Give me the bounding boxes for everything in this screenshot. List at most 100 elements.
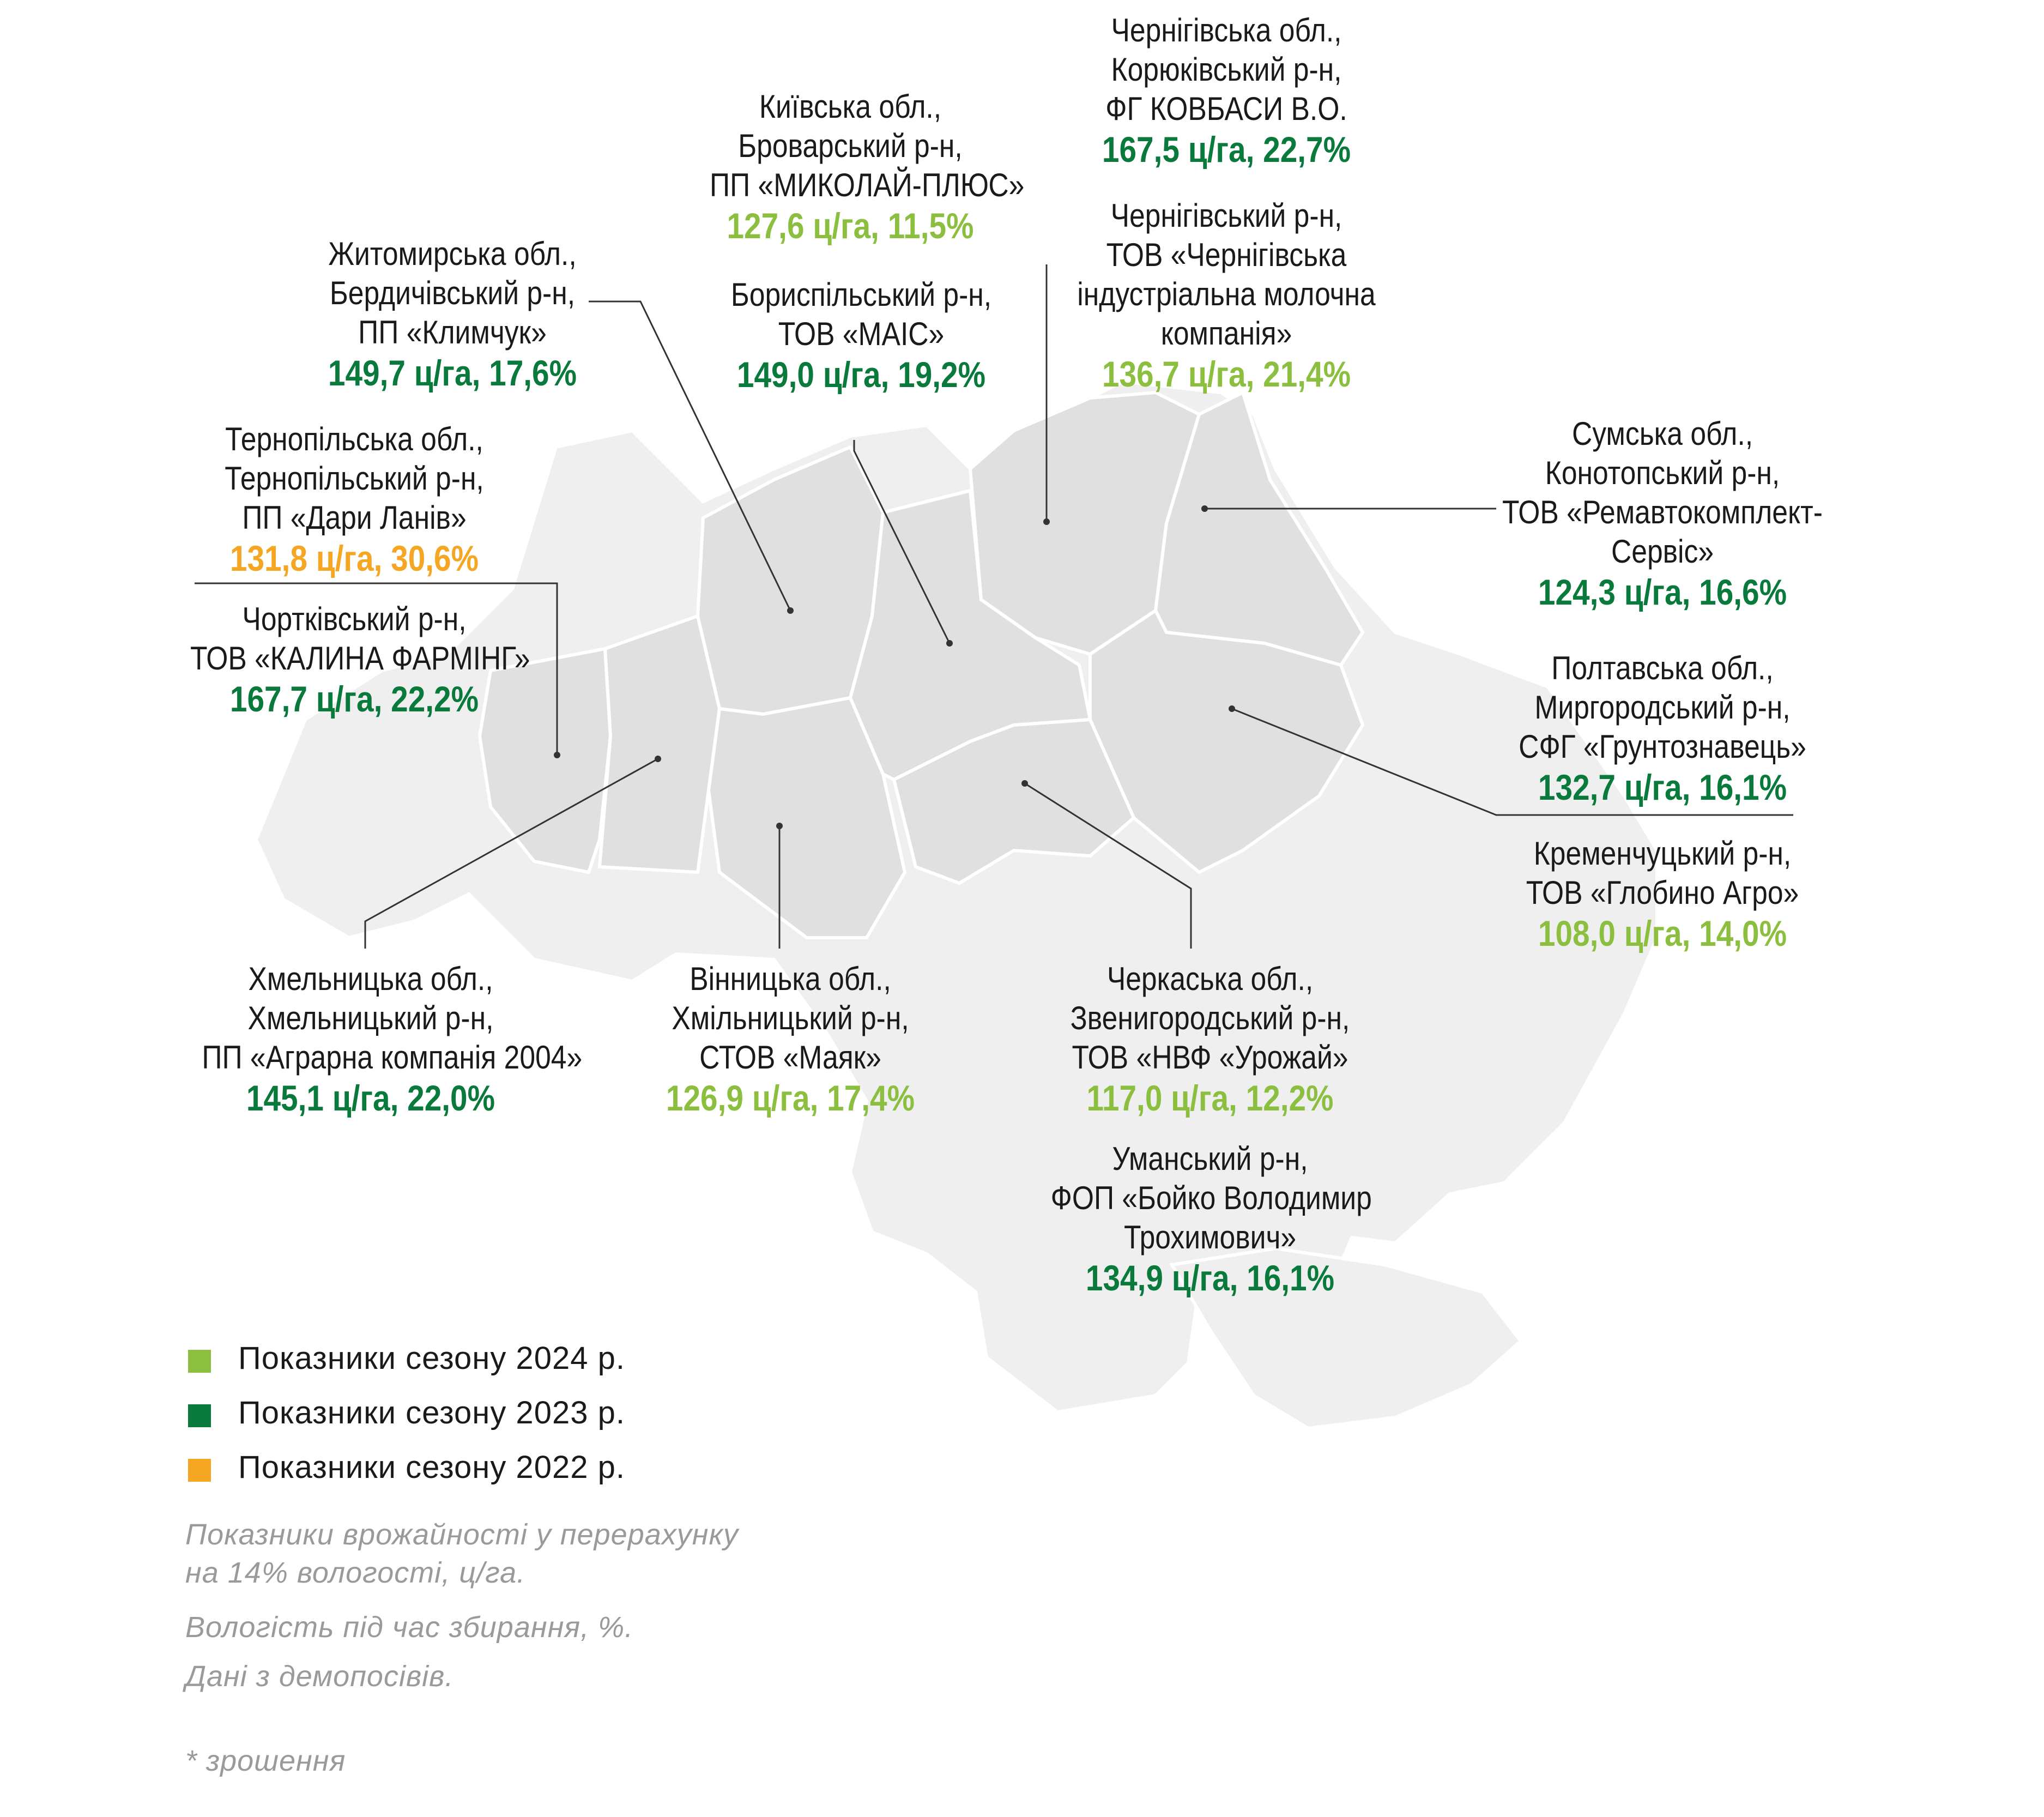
leader-line [853,440,951,644]
callout-line: ТОВ «КАЛИНА ФАРМІНГ» [190,640,530,677]
callout-line: ПП «МИКОЛАЙ-ПЛЮС» [710,167,1025,203]
leader-line [1024,782,1192,949]
legend-label-2022: Показники сезону 2022 р. [238,1450,625,1485]
location-marker [1021,780,1028,787]
location-marker [655,756,661,762]
note-yield-basis-2: на 14% вологості, ц/га. [185,1556,526,1589]
location-marker [787,607,794,614]
callout-yield-value: 136,7 ц/га, 21,4% [1102,354,1351,394]
leader-line [195,582,558,755]
callout-line: Житомирська обл., [328,236,577,272]
callout-line: Звенигородський р-н, [1070,1000,1350,1036]
location-marker [1229,705,1235,712]
callout-line: ТОВ «Чернігівська [1106,237,1347,273]
note-demo-plots: Дані з демопосівів. [185,1660,454,1693]
callout-line: індустріальна молочна [1077,276,1376,312]
leader-lines [195,264,1793,949]
callout-line: СФГ «Грунтознавець» [1519,728,1806,765]
callout-line: Хмельницька обл., [248,961,493,997]
callout-yield-value: 145,1 ц/га, 22,0% [246,1078,495,1118]
callout-line: ПП «Аграрна компанія 2004» [202,1039,583,1076]
callout-line: Бориспільський р-н, [730,276,992,313]
callout-line: Трохимович» [1123,1219,1297,1255]
location-marker [776,823,783,829]
callout-line: Чернігівська обл., [1111,12,1342,49]
callout-yield-value: 127,6 ц/га, 11,5% [727,206,974,246]
location-marker [1043,518,1050,525]
callout-line: Корюківський р-н, [1111,51,1342,88]
callout-line: Броварський р-н, [738,128,963,164]
callout-cherkasy-uman: Уманський р-н, ФОП «Бойко Володимир Трохим… [1050,1139,1372,1299]
callout-line: ТОВ «Ремавтокомплект- [1502,494,1823,530]
callout-ternopil-chortkiv: Чортківський р-н, ТОВ «КАЛИНА ФАРМІНГ» 167… [190,600,530,720]
callout-line: Сумська обл., [1571,415,1753,452]
location-marker [946,640,953,647]
callout-line: Черкаська обл., [1106,961,1314,997]
callout-line: Хмільницький р-н, [672,1000,909,1036]
callout-line: СТОВ «Маяк» [699,1039,881,1076]
callout-yield-value: 108,0 ц/га, 14,0% [1538,913,1787,953]
legend-swatch-2024 [188,1350,211,1373]
callout-line: компанія» [1160,315,1292,352]
callout-yield-value: 134,9 ц/га, 16,1% [1085,1258,1335,1298]
callout-line: Хмельницький р-н, [247,1000,494,1036]
callout-line: Чортківський р-н, [242,601,467,637]
callout-yield-value: 131,8 ц/га, 30,6% [229,538,479,578]
callout-yield-value: 132,7 ц/га, 16,1% [1538,767,1787,807]
callout-line: Сервіс» [1611,533,1714,570]
location-marker [1201,505,1208,512]
callout-line: ТОВ «Глобино Агро» [1526,874,1799,911]
callout-yield-value: 126,9 ц/га, 17,4% [666,1078,915,1118]
callout-chernihiv-chernihiv: Чернігівський р-н, ТОВ «Чернігівська індус… [1062,196,1390,395]
callout-poltava-myrhorod: Полтавська обл., Миргородський р-н, СФГ «Г… [1498,649,1827,808]
callout-line: Миргородський р-н, [1534,689,1791,726]
callout-yield-value: 167,7 ц/га, 22,2% [229,679,479,719]
region-cherkasy [892,717,1136,885]
crimea-outline [1169,1246,1523,1430]
callout-line: Чернігівський р-н, [1110,197,1342,234]
callout-line: Тернопільська обл., [225,421,483,457]
callout-line: Кременчуцький р-н, [1533,835,1792,872]
callout-ternopil-ternopil: Тернопільська обл., Тернопільський р-н, ПП… [209,420,499,579]
callout-line: ПП «Климчук» [358,314,547,351]
legend-swatch-2022 [188,1459,211,1482]
callout-line: Вінницька обл., [690,961,891,997]
footnote-irrigation: * зрошення [185,1744,346,1777]
callout-chernihiv-koriukivka: Чернігівська обл., Корюківський р-н, ФГ КО… [1086,11,1367,170]
region-khmelnytskyi [597,614,722,874]
callout-line: Бердичівський р-н, [329,275,576,311]
callout-zhytomyr-berdychiv: Житомирська обл., Бердичівський р-н, ПП «К… [307,234,597,394]
callout-kyiv-brovary: Київська обл., Броварський р-н, ПП «МИКОЛА… [710,87,1025,246]
callout-line: Конотопський р-н, [1545,455,1780,491]
leader-line [364,758,658,949]
legend-label-2024: Показники сезону 2024 р. [238,1341,625,1376]
callout-yield-value: 149,7 ц/га, 17,6% [328,353,577,393]
callout-vinnytsia-khmilnyk: Вінницька обл., Хмільницький р-н, СТОВ «Ма… [640,959,940,1119]
callout-yield-value: 117,0 ц/га, 12,2% [1086,1078,1334,1118]
callout-line: Полтавська обл., [1551,650,1774,686]
legend-label-2023: Показники сезону 2023 р. [238,1395,625,1430]
callout-line: ФОП «Бойко Володимир [1050,1180,1372,1216]
callout-sumy-konotop: Сумська обл., Конотопський р-н, ТОВ «Ремав… [1498,414,1827,613]
leader-line [1231,708,1793,816]
note-yield-basis-1: Показники врожайності у перерахунку [185,1518,739,1551]
callout-line: Тернопільський р-н, [225,460,484,497]
callout-poltava-kremenchuk: Кременчуцький р-н, ТОВ «Глобино Агро» 108,… [1508,834,1817,954]
region-vinnytsia [706,696,907,939]
callout-line: Київська обл., [759,88,942,125]
callout-yield-value: 124,3 ц/га, 16,6% [1538,572,1787,612]
location-marker [554,752,560,758]
note-moisture: Вологість під час збирання, %. [185,1611,634,1644]
callout-khmelnytskyi: Хмельницька обл., Хмельницький р-н, ПП «Аг… [202,959,583,1119]
callout-line: ТОВ «МАІС» [778,316,945,352]
callout-line: ФГ КОВБАСИ В.О. [1105,90,1347,127]
callout-yield-value: 149,0 ц/га, 19,2% [736,354,986,395]
callout-line: Уманський р-н, [1112,1140,1308,1177]
callout-cherkasy-zvenyhorod: Черкаська обл., Звенигородський р-н, ТОВ «… [1060,959,1360,1119]
leader-line [589,300,791,611]
legend-swatch-2023 [188,1404,211,1427]
callout-kyiv-boryspil: Бориспільський р-н, ТОВ «МАІС» 149,0 ц/га,… [716,275,1006,395]
callout-yield-value: 167,5 ц/га, 22,7% [1102,129,1351,170]
